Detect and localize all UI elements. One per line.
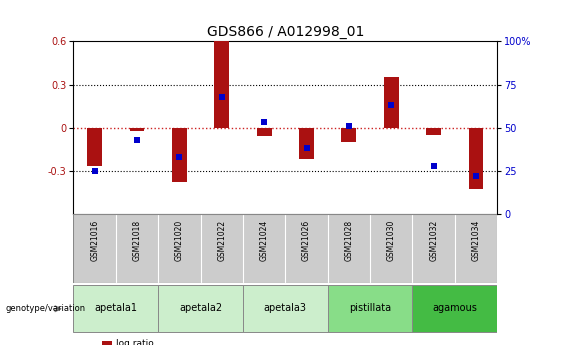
Text: GSM21024: GSM21024: [260, 219, 268, 261]
Point: [386, 102, 396, 108]
Text: log ratio: log ratio: [116, 339, 154, 345]
Text: apetala2: apetala2: [179, 303, 222, 313]
Title: GDS866 / A012998_01: GDS866 / A012998_01: [207, 25, 364, 39]
Bar: [73, 286, 158, 332]
Text: GSM21026: GSM21026: [302, 219, 311, 261]
Text: GSM21016: GSM21016: [90, 219, 99, 261]
Text: GSM21020: GSM21020: [175, 219, 184, 261]
Bar: [299, 128, 314, 159]
Point: [429, 163, 438, 168]
Text: genotype/variation: genotype/variation: [6, 304, 86, 313]
Text: GSM21028: GSM21028: [345, 219, 353, 260]
Text: GSM21022: GSM21022: [218, 219, 226, 260]
Bar: [468, 128, 484, 189]
Bar: [384, 77, 399, 128]
Text: GSM21030: GSM21030: [387, 219, 396, 261]
Point: [471, 173, 480, 179]
Text: apetala3: apetala3: [264, 303, 307, 313]
Bar: [257, 128, 272, 136]
Point: [344, 123, 354, 129]
Text: agamous: agamous: [432, 303, 477, 313]
Point: [132, 137, 141, 142]
Bar: [158, 286, 243, 332]
Text: pistillata: pistillata: [349, 303, 391, 313]
Bar: [172, 128, 187, 182]
Point: [90, 168, 99, 174]
Text: GSM21018: GSM21018: [133, 219, 141, 260]
Point: [302, 146, 311, 151]
Bar: [87, 128, 102, 166]
Bar: [214, 41, 229, 128]
Bar: [102, 341, 112, 345]
Bar: [426, 128, 441, 135]
Bar: [412, 286, 497, 332]
Point: [259, 120, 269, 125]
Text: apetala1: apetala1: [94, 303, 137, 313]
Bar: [243, 286, 328, 332]
Bar: [129, 128, 145, 130]
Point: [175, 154, 184, 160]
Bar: [341, 128, 357, 142]
Point: [217, 94, 226, 99]
Text: GSM21032: GSM21032: [429, 219, 438, 261]
Text: GSM21034: GSM21034: [472, 219, 480, 261]
Bar: [328, 286, 412, 332]
